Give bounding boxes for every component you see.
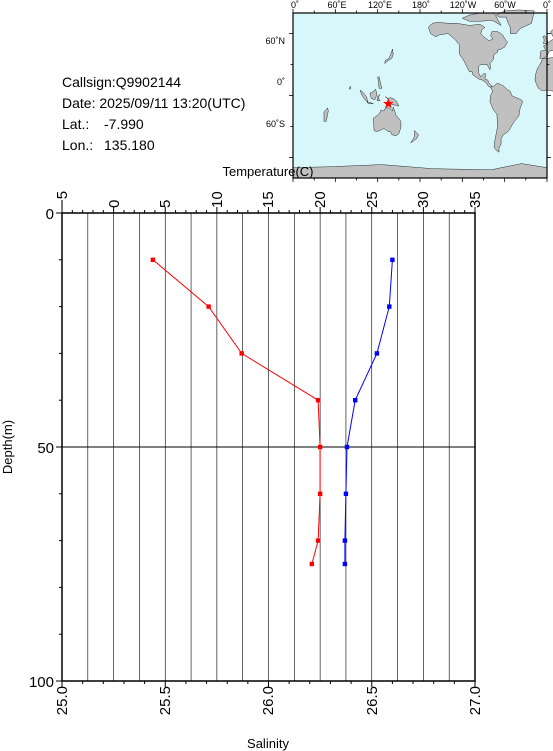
salinity-profile-point — [206, 304, 211, 309]
latitude-label: Lat.: — [62, 116, 89, 132]
axis-ticks — [56, 207, 476, 687]
salinity-tick-labels: 25.0 25.5 26.0 26.5 27.0 — [54, 686, 484, 715]
temperature-tick-label: 30 — [415, 191, 432, 208]
temperature-tick-label: 10 — [209, 191, 226, 208]
map-side-labels: 60˚N 0˚ 60˚S — [265, 36, 285, 129]
depth-tick-labels: 0 50 100 — [29, 206, 54, 691]
map-frame — [292, 12, 548, 179]
salinity-profile-point — [309, 561, 315, 567]
continent-shape — [539, 29, 553, 59]
continent-shape — [323, 107, 329, 122]
temperature-tick-label: 0 — [106, 200, 123, 208]
depth-tick-label: 0 — [46, 206, 54, 223]
salinity-axis-title: Salinity — [247, 736, 289, 751]
depth-tick-label: 100 — [29, 674, 54, 691]
salinity-tick-label: 26.0 — [260, 686, 277, 715]
continent-shape — [377, 76, 383, 89]
temperature-profile-point — [343, 491, 349, 496]
continent-shape — [349, 85, 352, 90]
temperature-profile-point — [374, 351, 380, 356]
map-top-labels: 0˚ 60˚E 120˚E 180˚ 120˚W 60˚W 0˚ — [291, 0, 551, 10]
longitude-label: Lon.: — [62, 137, 93, 153]
salinity-tick-label: 25.5 — [157, 686, 174, 715]
map-label-60n: 60˚N — [265, 36, 285, 46]
longitude-value: 135.180 — [104, 137, 155, 153]
map-land — [292, 9, 553, 179]
map-label-eq: 0˚ — [277, 77, 285, 87]
map-label-120e: 120˚E — [368, 0, 392, 10]
salinity-profile-point — [315, 398, 321, 403]
temperature-tick-label: 20 — [312, 191, 329, 208]
temperature-axis-title: Temperature(C) — [222, 164, 313, 179]
salinity-profile-point — [239, 351, 244, 356]
continent-shape — [384, 49, 394, 65]
station-info: Callsign:Q9902144 Date: 2025/09/11 13:20… — [62, 74, 245, 153]
salinity-profile-point — [317, 444, 323, 450]
profile-plot: −5 0 5 10 15 20 25 30 35 Temperature(C) … — [0, 164, 484, 751]
map-label-60w: 60˚W — [494, 0, 516, 10]
salinity-profile-point — [150, 257, 156, 262]
salinity-profile-point — [315, 538, 321, 543]
depth-tick-label: 50 — [37, 440, 54, 457]
temperature-profile-point — [390, 257, 395, 262]
continent-shape — [495, 9, 535, 34]
temperature-profile-point — [342, 561, 348, 567]
salinity-tick-label: 25.0 — [54, 686, 71, 715]
salinity-tick-label: 26.5 — [364, 686, 381, 715]
location-map: 0˚ 60˚E 120˚E 180˚ 120˚W 60˚W 0˚ 60˚N 0˚… — [265, 0, 553, 182]
latitude-value: -7.990 — [104, 116, 144, 132]
depth-axis-title: Depth(m) — [0, 420, 15, 474]
salinity-tick-label: 27.0 — [467, 686, 484, 715]
temperature-profile-point — [342, 538, 348, 543]
continent-shape — [366, 101, 374, 104]
salinity-profile-line — [152, 259, 321, 565]
map-label-180: 180˚ — [412, 0, 430, 10]
continent-shape — [373, 106, 402, 136]
continent-shape — [428, 22, 508, 88]
continent-shape — [489, 82, 523, 153]
map-label-120w: 120˚W — [450, 0, 477, 10]
temperature-profile-point — [353, 398, 358, 403]
continent-shape — [369, 88, 378, 100]
temperature-tick-labels: −5 0 5 10 15 20 25 30 35 — [54, 191, 484, 208]
temperature-tick-label: −5 — [54, 191, 71, 208]
temperature-tick-label: 5 — [157, 200, 174, 208]
temperature-profile-point — [387, 304, 392, 309]
temperature-profile-line — [344, 259, 393, 564]
temperature-tick-label: 25 — [364, 191, 381, 208]
continent-shape — [376, 94, 381, 101]
temperature-tick-label: 35 — [467, 191, 484, 208]
callsign-text: Callsign:Q9902144 — [62, 74, 181, 90]
map-label-0e: 0˚ — [291, 0, 299, 10]
map-label-60s: 60˚S — [266, 119, 285, 129]
temperature-profile-point — [344, 444, 350, 450]
continent-shape — [410, 130, 419, 144]
temperature-tick-label: 15 — [260, 191, 277, 208]
map-label-0w: 0˚ — [543, 0, 551, 10]
star-icon — [383, 98, 394, 109]
salinity-profile-point — [317, 491, 323, 496]
map-label-60e: 60˚E — [327, 0, 346, 10]
date-text: Date: 2025/09/11 13:20(UTC) — [62, 95, 245, 111]
series-layer — [150, 257, 395, 567]
